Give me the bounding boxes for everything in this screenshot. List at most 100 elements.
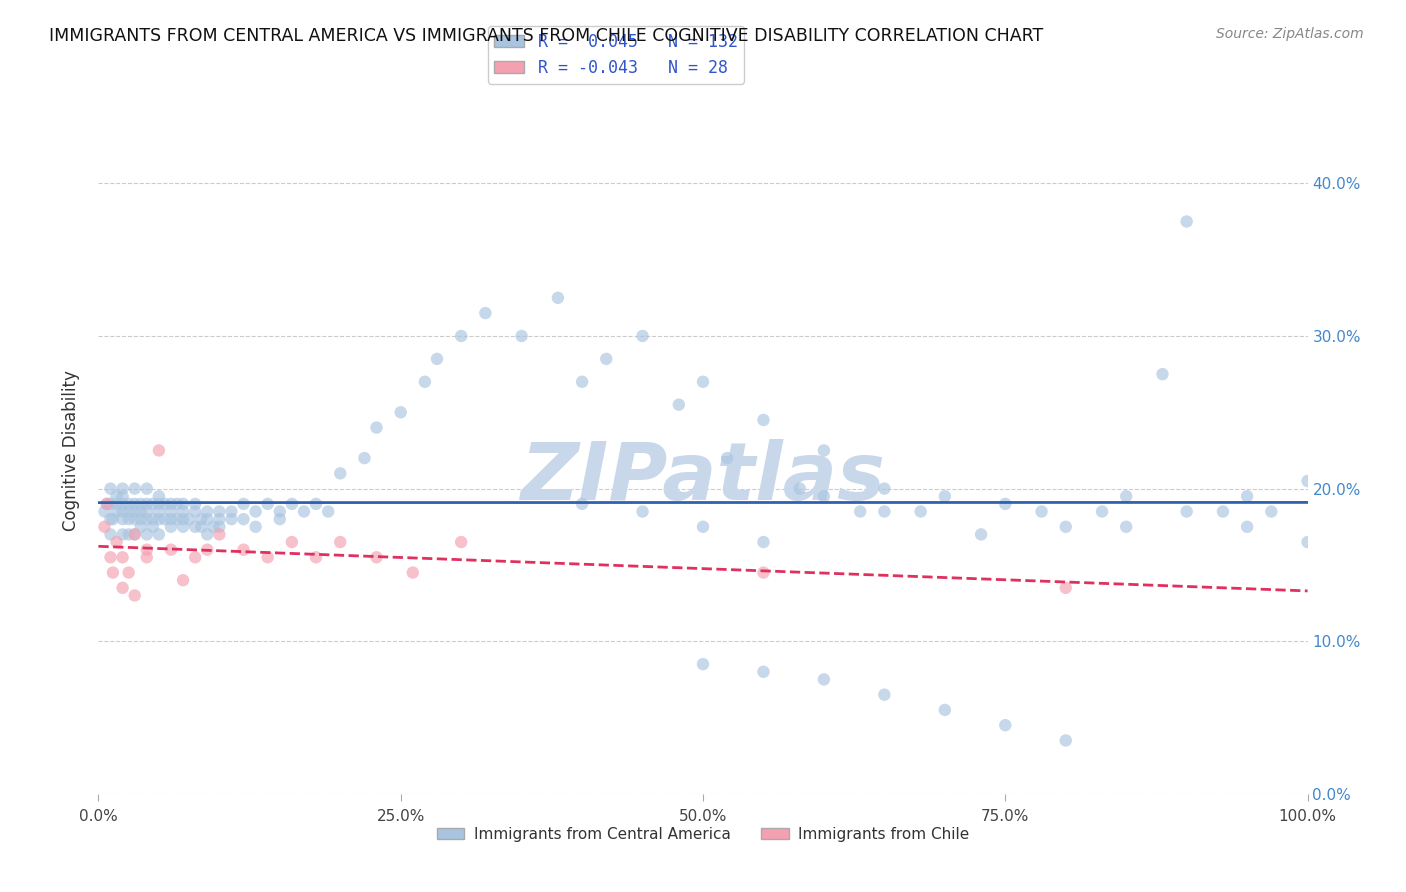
Point bbox=[269, 504, 291, 518]
Legend: Immigrants from Central America, Immigrants from Chile: Immigrants from Central America, Immigra… bbox=[430, 821, 976, 848]
Point bbox=[329, 535, 352, 549]
Point bbox=[160, 504, 183, 518]
Point bbox=[195, 512, 218, 526]
Point bbox=[118, 512, 141, 526]
Point bbox=[160, 512, 183, 526]
Point bbox=[195, 527, 218, 541]
Point bbox=[124, 527, 146, 541]
Point bbox=[934, 489, 956, 503]
Point bbox=[934, 703, 956, 717]
Point bbox=[111, 550, 134, 565]
Point bbox=[208, 512, 231, 526]
Point bbox=[100, 512, 122, 526]
Point bbox=[195, 542, 218, 557]
Text: ZIPatlas: ZIPatlas bbox=[520, 439, 886, 517]
Point bbox=[994, 497, 1017, 511]
Point bbox=[413, 375, 436, 389]
Point bbox=[184, 497, 207, 511]
Point bbox=[221, 504, 243, 518]
Point bbox=[148, 527, 170, 541]
Point bbox=[232, 512, 254, 526]
Point bbox=[111, 482, 134, 496]
Point bbox=[172, 520, 194, 534]
Point bbox=[813, 443, 835, 458]
Point bbox=[232, 542, 254, 557]
Point bbox=[208, 520, 231, 534]
Point bbox=[135, 497, 157, 511]
Point bbox=[93, 520, 115, 534]
Point bbox=[135, 504, 157, 518]
Point bbox=[190, 512, 212, 526]
Point bbox=[184, 504, 207, 518]
Point bbox=[135, 550, 157, 565]
Point bbox=[101, 512, 124, 526]
Point bbox=[813, 673, 835, 687]
Point bbox=[100, 550, 122, 565]
Point bbox=[631, 504, 654, 518]
Point bbox=[366, 550, 388, 565]
Point bbox=[716, 451, 738, 466]
Point bbox=[366, 420, 388, 434]
Point bbox=[135, 542, 157, 557]
Point bbox=[692, 520, 714, 534]
Point bbox=[93, 504, 115, 518]
Point bbox=[245, 504, 267, 518]
Point bbox=[329, 467, 352, 481]
Point bbox=[281, 535, 304, 549]
Point bbox=[208, 504, 231, 518]
Point bbox=[1054, 733, 1077, 747]
Point bbox=[190, 520, 212, 534]
Point bbox=[195, 504, 218, 518]
Point bbox=[970, 527, 993, 541]
Point bbox=[450, 329, 472, 343]
Point bbox=[153, 512, 176, 526]
Point bbox=[1175, 504, 1198, 518]
Point bbox=[474, 306, 496, 320]
Point bbox=[100, 482, 122, 496]
Point bbox=[789, 482, 811, 496]
Point bbox=[752, 535, 775, 549]
Point bbox=[389, 405, 412, 419]
Point bbox=[129, 504, 152, 518]
Point bbox=[631, 329, 654, 343]
Point bbox=[571, 497, 593, 511]
Point bbox=[153, 497, 176, 511]
Point bbox=[292, 504, 315, 518]
Point bbox=[118, 504, 141, 518]
Point bbox=[96, 497, 118, 511]
Point bbox=[232, 497, 254, 511]
Point bbox=[595, 351, 617, 366]
Point bbox=[96, 497, 118, 511]
Point bbox=[873, 482, 896, 496]
Point bbox=[166, 497, 188, 511]
Point bbox=[692, 657, 714, 672]
Point bbox=[1236, 489, 1258, 503]
Point bbox=[571, 375, 593, 389]
Point bbox=[1175, 214, 1198, 228]
Point bbox=[148, 489, 170, 503]
Point bbox=[142, 520, 165, 534]
Point bbox=[692, 375, 714, 389]
Point bbox=[100, 497, 122, 511]
Point bbox=[160, 520, 183, 534]
Point bbox=[101, 566, 124, 580]
Point bbox=[105, 504, 128, 518]
Point bbox=[256, 497, 278, 511]
Point bbox=[316, 504, 339, 518]
Point bbox=[111, 527, 134, 541]
Point bbox=[305, 550, 328, 565]
Point bbox=[111, 497, 134, 511]
Point bbox=[668, 398, 690, 412]
Point bbox=[873, 504, 896, 518]
Point bbox=[402, 566, 425, 580]
Text: Source: ZipAtlas.com: Source: ZipAtlas.com bbox=[1216, 27, 1364, 41]
Point bbox=[849, 504, 872, 518]
Point bbox=[994, 718, 1017, 732]
Point bbox=[160, 497, 183, 511]
Point bbox=[221, 512, 243, 526]
Point bbox=[142, 497, 165, 511]
Point bbox=[353, 451, 375, 466]
Point bbox=[135, 482, 157, 496]
Point bbox=[142, 512, 165, 526]
Point bbox=[105, 535, 128, 549]
